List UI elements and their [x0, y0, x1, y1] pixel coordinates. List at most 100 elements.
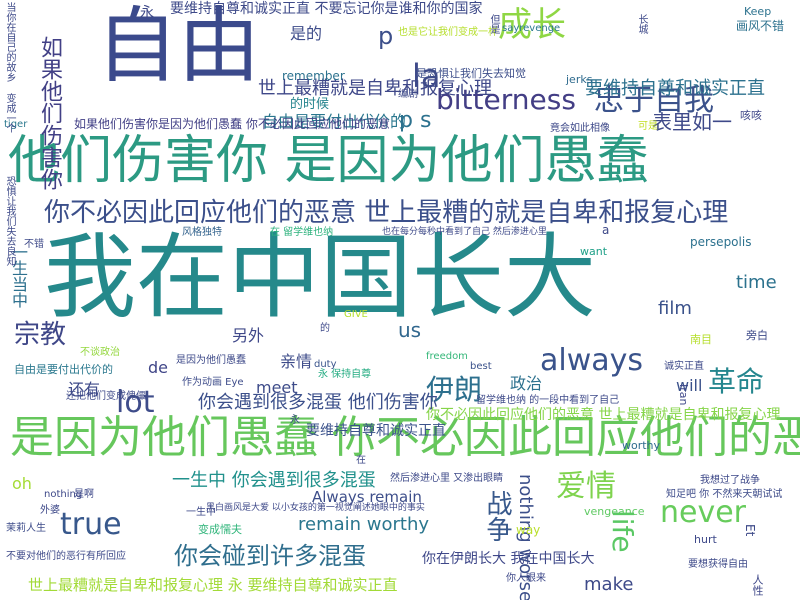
word-always-remain: Always remain — [312, 488, 422, 506]
word-way: way — [516, 523, 541, 537]
word-dangni-guxiang: 当你在自己的故乡 变成一个 — [4, 2, 15, 133]
word-bitterness: bitterness — [436, 83, 576, 116]
word-de-small: 的 — [320, 323, 330, 334]
word-best: best — [470, 361, 492, 372]
word-ziyou-daijia: 自由是要付出代价的 — [262, 112, 407, 131]
word-zai-small: 在 — [356, 455, 366, 466]
word-pangbai: 旁白 — [746, 329, 768, 342]
word-yishengzhong: 一生中 — [186, 507, 216, 518]
word-bucuo: 不错 — [24, 239, 44, 250]
word-moli: 茉莉人生 — [6, 523, 46, 534]
word-nothing-worse: nothing worse — [515, 474, 536, 600]
word-will: will — [676, 376, 703, 395]
word-zongjiao: 宗教 — [14, 320, 67, 350]
word-kongju-zhijue: 是恐惧让我们失去知觉 — [416, 67, 526, 80]
word-keep: Keep — [744, 5, 772, 18]
word-zai-liuxue: 在 留学维也纳 — [270, 227, 334, 238]
word-shiyinwei: 是因为他们愚蠢 — [176, 355, 246, 366]
word-shiyinwei-yuchun: 是因为他们愚蠢 你不必因此回应他们的恶意 — [10, 412, 800, 463]
word-renxing: 人性 — [751, 574, 764, 596]
word-hurt: hurt — [694, 533, 717, 546]
word-jerks: jerks — [566, 73, 593, 86]
word-zhizu: 知足吧 你 不然来天朝试试 — [666, 489, 783, 500]
word-ruguo-full: 如果他们伤害你是因为他们愚蠢 你不必因此回应他们的恶意 — [74, 117, 390, 131]
word-always: always — [540, 343, 644, 378]
word-et: Et — [743, 524, 757, 537]
word-sayrevenge: sayrevenge — [502, 23, 561, 34]
word-aiqing: 爱情 — [556, 469, 616, 504]
word-keshi: 可是 — [638, 121, 658, 132]
word-changcheng: 长城 — [636, 14, 647, 34]
word-shishang-yong-weichi-green: 世上最糟就是自卑和报复心理 永 要维持自尊和诚实正直 — [28, 576, 398, 594]
word-shishang-zuizao: 世上最糟就是自卑和报复心理 — [258, 78, 492, 99]
word-yong-baochi: 永 保持自尊 — [318, 369, 372, 380]
word-kuilei: 还把他们变成傀儡 — [66, 391, 146, 402]
word-weichi-zizun: 要维持自尊和诚实正直 — [585, 78, 765, 99]
word-yong-3: 永 — [290, 415, 300, 426]
word-buyao-huiying: 不要对他们的恶行有所回应 — [6, 551, 126, 562]
word-p-s: p s — [399, 108, 432, 133]
word-la: la — [412, 57, 441, 95]
word-freedom: freedom — [426, 351, 468, 362]
word-zhengzhi: 政治 — [510, 374, 543, 393]
word-wo-xiangguo: 我想过了战争 — [700, 475, 760, 486]
word-heibai-dashi: 黑白画风是大爱 以小女孩的第一视觉阐述她眼中的事实 — [206, 503, 425, 513]
word-huafeng: 画风不错 — [736, 19, 785, 33]
word-de: de — [148, 358, 168, 377]
word-deshihou: 的时候 — [290, 97, 330, 112]
word-keke: 咳咳 — [740, 109, 762, 122]
word-p: p — [378, 22, 394, 50]
word-bu-wangji: 要维持自尊和诚实正直 不要忘记你是谁和你的国家 — [170, 1, 483, 17]
word-haiyou: 还有 — [68, 380, 101, 399]
word-shide: 是的 — [290, 24, 323, 43]
word-meet: meet — [256, 378, 298, 397]
word-zuowei-donghua: 作为动画 Eye — [182, 377, 244, 388]
word-never: never — [660, 495, 747, 530]
word-time: time — [736, 272, 777, 293]
word-vengeance: vengeance — [584, 505, 645, 518]
word-bianju: 编剧 — [398, 89, 418, 100]
word-liuxue: 留学维也纳 的一段中看到了自己 — [476, 395, 620, 406]
word-life: life — [606, 510, 639, 553]
word-ziyou: 自由 — [96, 0, 261, 94]
word-us: us — [398, 318, 422, 342]
word-worthy: worthy — [622, 439, 661, 452]
word-remain-worthy: remain worthy — [298, 514, 430, 535]
word-chengshi-zhengzhi: 诚实正直 — [664, 361, 704, 372]
word-waipo: 外婆 — [40, 505, 60, 516]
word-pengdao-hundan: 你会碰到许多混蛋 — [174, 542, 366, 570]
word-shia: 是啊 — [74, 489, 94, 500]
word-lot: lot — [116, 385, 155, 420]
word-nothing: nothing — [44, 489, 83, 500]
word-film: film — [658, 298, 692, 319]
word-nibubi-green: 你不必因此回应他们的恶意 世上最糟就是自卑和报复心理 — [426, 407, 781, 423]
word-ranhou-shenjin: 然后渗进心里 又渗出眼睛 — [390, 473, 504, 484]
word-tamen-shanghai: 他们伤害你 是因为他们愚蠢 — [8, 131, 649, 191]
word-jinghui-xiangxiang: 竟会如此相像 — [550, 123, 610, 134]
word-tiger: tiger — [4, 119, 28, 130]
word-yeshi-bianchengyiyang: 也是它让我们变成一样 — [398, 27, 498, 38]
word-nirenyan: 你人眼来 — [506, 573, 546, 584]
word-woguozhongguo: 我在中国长大 — [44, 224, 597, 331]
word-butan-zhengzhi: 不谈政治 — [80, 347, 120, 358]
word-nibubi-huiying: 你不必因此回应他们的恶意 世上最糟的就是自卑和报复心理 — [44, 198, 729, 228]
word-yishengzhong-hundan: 一生中 你会遇到很多混蛋 — [172, 470, 376, 491]
word-oh: oh — [12, 474, 32, 493]
word-want: want — [580, 245, 608, 258]
word-danshi: 但是 — [488, 14, 499, 34]
word-give: GIVE — [344, 309, 368, 320]
word-a-small: a — [602, 223, 610, 237]
word-yishengdangzhong: 一生当中 — [9, 244, 28, 308]
word-weichi-small: 要维持自尊和诚实正直 — [306, 423, 446, 439]
word-kongju-liangzhi: 恐惧让我们失去良知 — [4, 176, 15, 266]
word-iran: Iran — [677, 384, 690, 406]
word-zhanzheng: 战争 — [482, 490, 512, 542]
word-lingwai: 另外 — [232, 326, 265, 345]
word-bianchengnuofu: 变成懦夫 — [198, 523, 242, 536]
word-chengzhang: 成长 — [498, 5, 566, 45]
word-persepolis: persepolis — [690, 235, 752, 249]
word-ruguo-tamen: 如果他们伤害你 — [37, 36, 62, 190]
word-geming: 革命 — [708, 365, 765, 398]
word-ziyou-daijia-left: 自由是要付出代价的 — [14, 363, 113, 376]
